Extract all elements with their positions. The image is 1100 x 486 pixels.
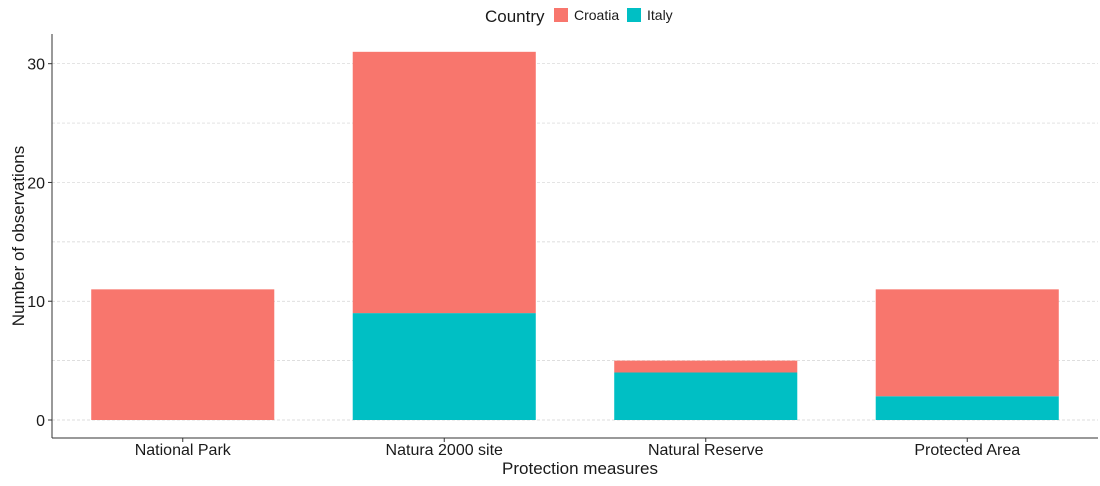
bar-italy-natura-2000-site xyxy=(352,313,536,420)
legend-swatch-croatia xyxy=(554,8,568,22)
bar-croatia-national-park xyxy=(91,289,275,420)
bar-croatia-natura-2000-site xyxy=(352,51,536,314)
bar-croatia-natural-reserve xyxy=(614,360,798,373)
x-tick-label: Natural Reserve xyxy=(648,442,764,459)
bar-croatia-protected-area xyxy=(875,289,1059,397)
y-tick-label: 20 xyxy=(27,175,45,192)
x-tick-label: National Park xyxy=(135,442,232,459)
bar-italy-natural-reserve xyxy=(614,372,798,420)
x-tick-label: Protected Area xyxy=(914,442,1020,459)
legend: Country Croatia Italy xyxy=(485,7,673,26)
bar-italy-protected-area xyxy=(875,396,1059,420)
x-axis-title: Protection measures xyxy=(502,459,658,478)
y-tick-label: 10 xyxy=(27,294,45,311)
y-tick-label: 0 xyxy=(36,413,45,430)
legend-title: Country xyxy=(485,7,545,26)
legend-label-italy: Italy xyxy=(647,7,673,23)
y-tick-label: 30 xyxy=(27,57,45,74)
legend-swatch-italy xyxy=(627,8,641,22)
axes xyxy=(48,34,1098,442)
tick-labels: National Park Natura 2000 site Natural Res… xyxy=(27,57,1020,459)
legend-label-croatia: Croatia xyxy=(574,7,619,23)
bars xyxy=(91,51,1059,420)
y-axis-title: Number of observations xyxy=(9,146,28,326)
x-tick-label: Natura 2000 site xyxy=(386,442,504,459)
